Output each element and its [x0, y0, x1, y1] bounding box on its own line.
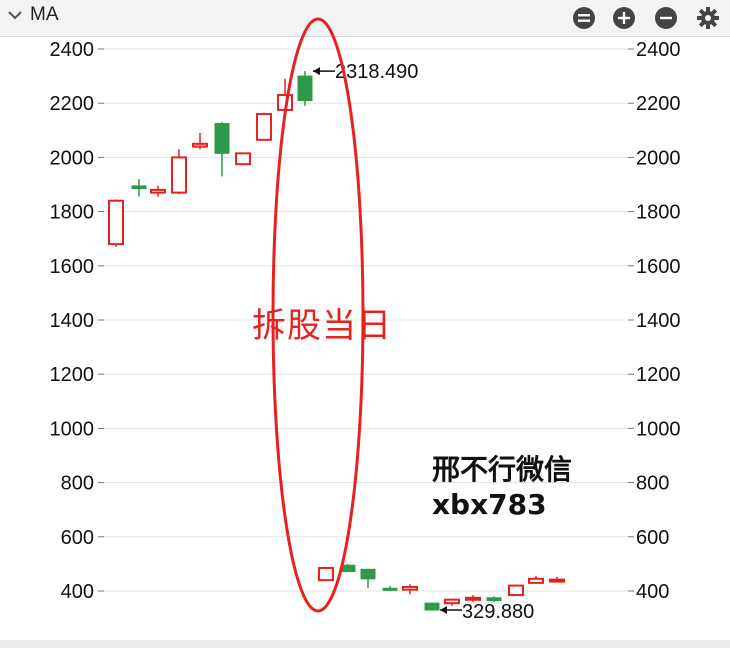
- candle-body-down: [360, 568, 376, 580]
- bottom-scrollbar[interactable]: [0, 640, 730, 648]
- high-marker-arrow: [313, 67, 320, 76]
- candle-body-up: [444, 598, 460, 605]
- high-value-label: 2318.490: [335, 61, 418, 83]
- candle-body-up: [108, 199, 124, 246]
- candle-body-down: [214, 123, 230, 154]
- candle-body-up: [508, 584, 524, 597]
- zoom-in-icon[interactable]: [612, 6, 636, 30]
- y-tick-label-left: 2000: [50, 147, 95, 169]
- candle-body-up: [549, 578, 565, 583]
- chart-toolbar: MA: [0, 0, 730, 37]
- candle-body-up: [171, 156, 187, 194]
- split-day-ellipse: [271, 17, 365, 613]
- y-tick-label-right: 1400: [636, 310, 681, 332]
- candle-body-down: [131, 185, 147, 190]
- candle-body-up: [318, 566, 334, 582]
- y-tick-label-left: 600: [61, 527, 94, 549]
- y-tick-label-left: 2200: [50, 93, 95, 115]
- y-tick-label-right: 2400: [636, 39, 681, 61]
- y-tick-label-right: 2000: [636, 147, 681, 169]
- y-tick-label-left: 1400: [50, 310, 95, 332]
- y-tick-label-right: 1800: [636, 202, 681, 224]
- candle-body-down: [424, 602, 440, 611]
- y-tick-label-right: 1200: [636, 364, 681, 386]
- candle-body-up: [402, 585, 418, 591]
- candle-body-up: [150, 188, 166, 194]
- y-tick-label-left: 800: [61, 473, 94, 495]
- candle-body-up: [256, 113, 272, 141]
- gear-icon[interactable]: [696, 6, 720, 30]
- zoom-out-icon[interactable]: [654, 6, 678, 30]
- candle-body-down: [297, 75, 313, 101]
- y-tick-label-right: 400: [636, 581, 669, 603]
- candle-body-down: [382, 587, 398, 591]
- y-tick-label-left: 1000: [50, 418, 95, 440]
- y-tick-label-right: 800: [636, 473, 669, 495]
- menu-circle-icon[interactable]: [572, 6, 596, 30]
- candle-body-up: [528, 577, 544, 584]
- candle-body-up: [235, 152, 251, 166]
- y-tick-label-right: 1000: [636, 418, 681, 440]
- y-tick-label-left: 400: [61, 581, 94, 603]
- indicator-label[interactable]: MA: [30, 4, 59, 25]
- y-tick-label-left: 1600: [50, 256, 95, 278]
- low-marker-arrow: [440, 606, 447, 615]
- y-tick-label-right: 2200: [636, 93, 681, 115]
- watermark-line-2: xbx783: [432, 488, 547, 521]
- y-tick-label-left: 2400: [50, 39, 95, 61]
- y-tick-label-right: 600: [636, 527, 669, 549]
- candle-body-up: [465, 596, 481, 601]
- watermark-line-1: 邢不行微信: [432, 453, 573, 486]
- low-value-label: 329.880: [462, 601, 534, 623]
- y-tick-label-left: 1800: [50, 202, 95, 224]
- y-tick-label-right: 1600: [636, 256, 681, 278]
- candle-body-down: [486, 597, 502, 601]
- split-day-annotation: 拆股当日: [252, 306, 392, 346]
- candle-body-up: [192, 142, 208, 148]
- chevron-down-icon[interactable]: [6, 4, 24, 26]
- y-tick-label-left: 1200: [50, 364, 95, 386]
